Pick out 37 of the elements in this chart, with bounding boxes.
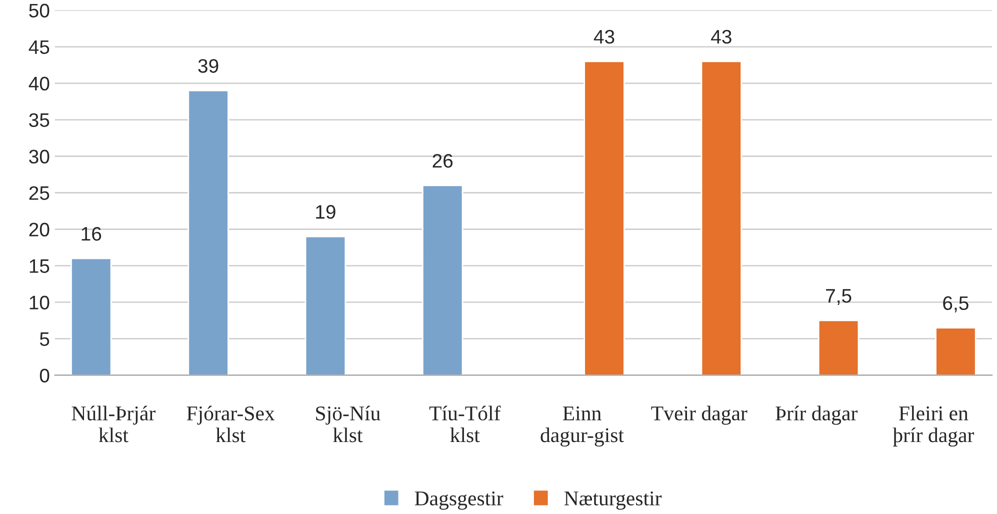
- data-label: 39: [198, 59, 218, 73]
- bar: [700, 60, 742, 376]
- x-tick-label: Núll-Þrjár klst: [72, 406, 156, 442]
- bar: [70, 258, 112, 376]
- bar: [818, 320, 860, 376]
- bar: [422, 184, 464, 376]
- bar: [188, 90, 229, 376]
- bar: [935, 327, 976, 376]
- data-label: 43: [711, 30, 732, 44]
- data-label: 16: [82, 226, 102, 241]
- data-label: 26: [432, 154, 453, 168]
- y-tick-label: 45: [28, 40, 50, 54]
- y-tick-label: 10: [30, 296, 50, 310]
- y-tick-label: 30: [29, 150, 50, 164]
- x-tick-label: Fjórar-Sex klst: [186, 406, 275, 442]
- x-tick-label: Tíu-Tólf klst: [429, 406, 501, 442]
- y-tick-label: 50: [29, 4, 50, 18]
- legend-label: Næturgestir: [564, 491, 662, 510]
- x-tick-label: Þrír dagar: [776, 406, 858, 425]
- data-label: 19: [316, 205, 336, 219]
- bar: [304, 236, 346, 376]
- x-tick-label: Tveir dagar: [651, 406, 748, 425]
- x-tick-label: Fleiri en þrír dagar: [892, 406, 974, 447]
- y-tick-label: 5: [40, 332, 50, 346]
- y-tick-label: 40: [28, 76, 50, 91]
- bar: [584, 60, 625, 376]
- data-label: 6,5: [943, 296, 968, 312]
- y-tick-label: 25: [29, 186, 50, 200]
- x-tick-label: Einn dagur-gist: [540, 406, 624, 447]
- y-tick-label: 15: [30, 259, 50, 273]
- data-label: 43: [594, 30, 614, 44]
- y-tick-label: 20: [29, 222, 50, 236]
- data-label: 7,5: [826, 289, 852, 306]
- x-tick-label: Sjö-Níu klst: [316, 406, 380, 442]
- y-tick-label: 35: [29, 113, 50, 127]
- y-tick-label: 0: [40, 368, 50, 382]
- legend-label: Dagsgestir: [414, 491, 504, 510]
